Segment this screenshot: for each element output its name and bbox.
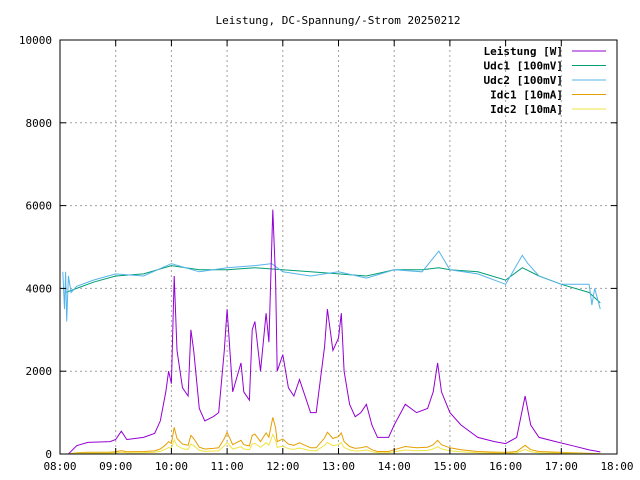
series-group — [62, 209, 601, 455]
legend-label: Idc1 [10mA] — [490, 89, 563, 102]
y-tick-label: 8000 — [26, 117, 53, 130]
x-tick-label: 10:00 — [155, 460, 188, 473]
y-tick-label: 10000 — [19, 34, 52, 47]
grid — [60, 40, 617, 454]
x-tick-label: 18:00 — [600, 460, 633, 473]
x-tick-label: 08:00 — [43, 460, 76, 473]
y-tick-label: 6000 — [26, 200, 53, 213]
y-tick-label: 4000 — [26, 282, 53, 295]
series-line-0 — [68, 209, 601, 455]
series-line-1 — [65, 265, 601, 304]
x-tick-label: 12:00 — [266, 460, 299, 473]
chart-title: Leistung, DC-Spannung/-Strom 20250212 — [215, 14, 460, 27]
x-tick-label: 14:00 — [378, 460, 411, 473]
y-tick-label: 0 — [45, 448, 52, 461]
x-tick-label: 17:00 — [545, 460, 578, 473]
series-line-4 — [68, 433, 601, 455]
legend-label: Idc2 [10mA] — [490, 103, 563, 116]
y-tick-label: 2000 — [26, 365, 53, 378]
series-line-3 — [68, 417, 601, 455]
legend-label: Udc1 [100mV] — [484, 60, 563, 73]
x-tick-label: 09:00 — [99, 460, 132, 473]
x-tick-label: 16:00 — [489, 460, 522, 473]
x-tick-label: 15:00 — [433, 460, 466, 473]
x-tick-label: 11:00 — [211, 460, 244, 473]
axes: 08:00 09:00 10:00 11:00 12:00 13:00 14:00 15:00… — [19, 34, 634, 473]
x-tick-label: 13:00 — [322, 460, 355, 473]
series-line-2 — [62, 250, 601, 322]
legend-label: Leistung [W] — [484, 45, 563, 58]
legend: Leistung [W] Udc1 [100mV]Udc2 [100mV] Idc1… — [484, 45, 606, 116]
legend-label: Udc2 [100mV] — [484, 74, 563, 87]
